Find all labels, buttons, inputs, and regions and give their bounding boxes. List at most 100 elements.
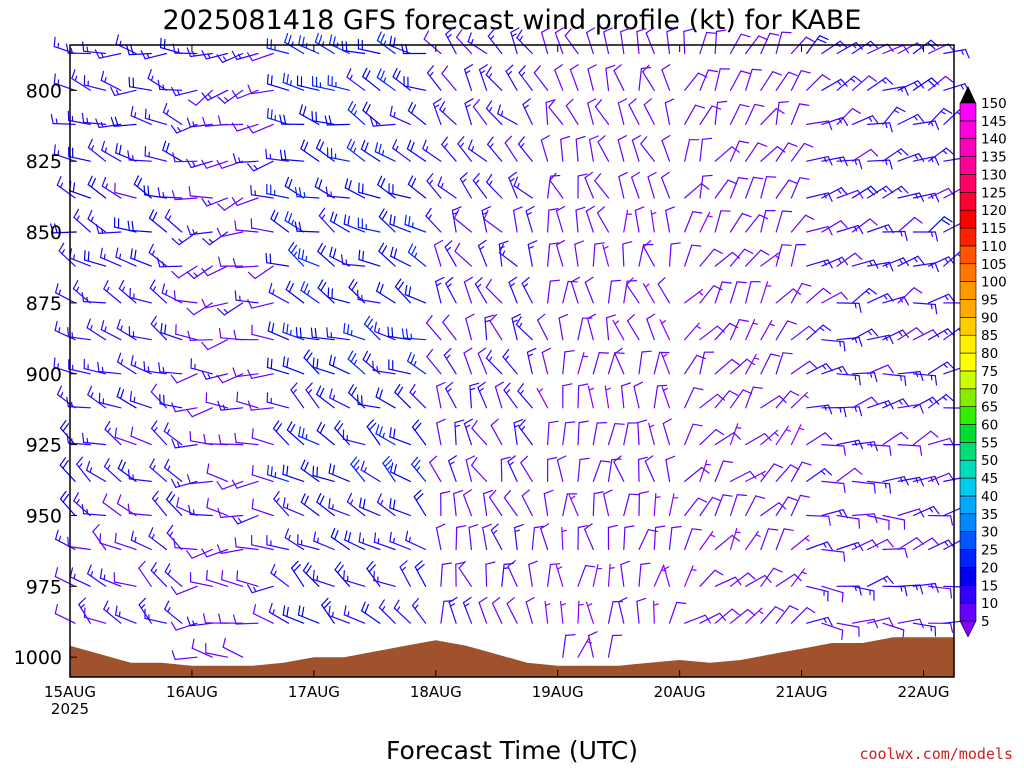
colorbar-swatch [959,477,977,497]
wind-barb [623,493,640,517]
barb-flag [410,104,417,114]
barb-flag [828,515,831,526]
wind-barb [562,350,575,375]
barb-flag [129,391,132,402]
wind-barb [594,173,610,199]
barb-half-flag [57,42,60,49]
credit-link[interactable]: coolwx.com/models [859,745,1013,763]
wind-barb [151,420,168,446]
wind-barb [66,433,91,446]
barb-half-flag [106,286,110,293]
barb-shaft [528,563,533,587]
barb-shaft [790,606,808,624]
barb-shaft [866,514,890,522]
barb-shaft [866,538,888,551]
barb-flag [171,402,176,413]
wind-barb [203,613,229,624]
wind-barb [882,185,909,199]
barb-flag [323,600,331,609]
wind-barb [201,159,229,169]
barb-shaft [477,352,488,375]
barb-flag [408,286,412,297]
barb-half-flag [253,164,258,170]
barb-flag [118,144,122,155]
barb-shaft [866,575,888,587]
barb-shaft [699,105,713,126]
barb-shaft [543,493,549,517]
barb-shaft [453,493,457,517]
wind-barb [162,102,183,126]
wind-barb [163,422,183,446]
barb-shaft [533,72,549,91]
wind-barb [577,420,589,446]
barb-shaft [92,530,107,551]
barb-flag [300,493,306,503]
barb-shaft [504,142,518,162]
barb-flag [217,508,222,519]
y-tick-label: 975 [26,576,62,598]
barb-shaft [237,89,259,100]
wind-barb [463,489,472,517]
wind-barb [623,525,635,551]
barb-half-flag [414,252,418,258]
barb-flag [247,163,255,172]
barb-half-flag [893,109,900,114]
wind-barb [644,455,655,482]
barb-shaft [684,565,694,587]
barb-shaft [148,535,168,551]
barb-shaft [633,385,640,409]
barb-half-flag [839,407,842,413]
colorbar-swatch [959,459,977,479]
barb-half-flag [106,464,111,470]
wind-barb [714,534,741,551]
barb-flag [513,523,524,529]
barb-shaft [326,195,350,199]
barb-flag [218,256,222,267]
wind-barb [602,244,610,267]
barb-flag [562,383,573,387]
wind-barb [375,387,396,409]
barb-flag [442,314,450,323]
barb-flag [637,456,649,461]
barb-flag [163,38,166,50]
barb-half-flag [940,110,946,115]
barb-flag [772,71,783,76]
barb-flag [316,493,322,503]
wind-barb [699,569,724,587]
wind-barb [360,460,381,482]
barb-flag [931,537,940,546]
wind-barb [661,386,671,409]
barb-half-flag [884,401,888,407]
barb-shaft [882,431,902,446]
barb-shaft [267,330,290,341]
wind-barb [312,357,335,375]
wind-barb [157,79,183,91]
barb-shaft [406,148,427,162]
barb-flag [346,138,352,149]
wind-barb [851,585,875,601]
wind-barb [442,314,457,341]
wind-barb [378,208,396,233]
barb-flag [53,73,56,84]
barb-flag [286,357,289,368]
wind-barb [170,373,198,384]
barb-flag [303,495,309,506]
wind-barb [407,243,427,267]
wind-barb [912,475,940,486]
wind-barb [422,139,442,162]
wind-barb [586,313,597,341]
barb-flag [186,307,195,316]
barb-half-flag [854,406,857,412]
barb-shaft [596,212,610,233]
barb-shaft [623,526,626,551]
wind-barb [127,503,152,517]
barb-shaft [745,214,761,233]
wind-barb [745,103,765,126]
wind-barb [745,353,760,375]
wind-barb [312,75,335,91]
barb-shaft [462,601,472,624]
wind-barb [459,172,472,199]
wind-barb [454,242,472,267]
barb-flag [312,465,315,477]
barb-flag [818,35,829,41]
